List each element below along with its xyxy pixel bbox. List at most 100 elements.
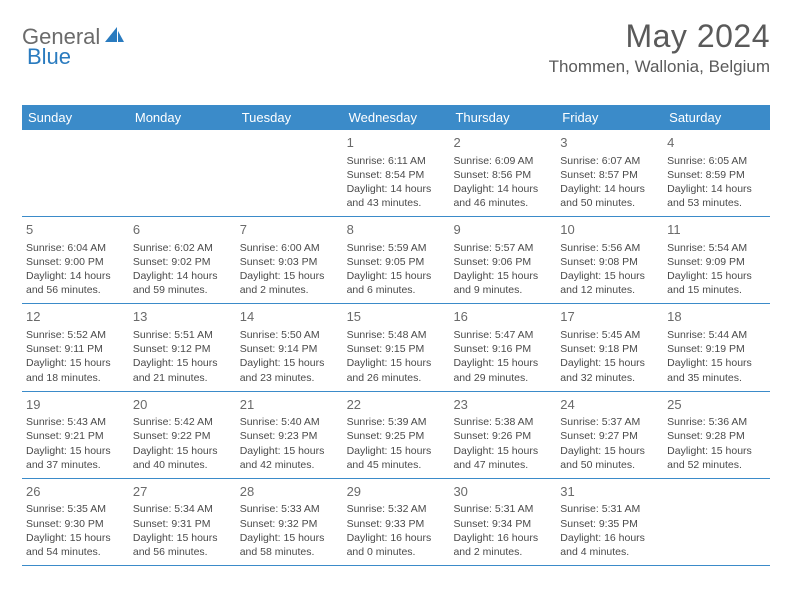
- day-info-line: Sunset: 9:12 PM: [133, 342, 232, 356]
- day-info-line: Sunrise: 5:38 AM: [453, 415, 552, 429]
- day-info-line: Sunrise: 5:57 AM: [453, 241, 552, 255]
- day-info-line: Sunrise: 5:45 AM: [560, 328, 659, 342]
- day-info: Sunrise: 5:59 AMSunset: 9:05 PMDaylight:…: [347, 241, 446, 298]
- day-info-line: Daylight: 15 hours: [347, 269, 446, 283]
- day-info-line: and 50 minutes.: [560, 458, 659, 472]
- day-info: Sunrise: 5:31 AMSunset: 9:34 PMDaylight:…: [453, 502, 552, 559]
- day-info-line: and 2 minutes.: [453, 545, 552, 559]
- day-cell: 26Sunrise: 5:35 AMSunset: 9:30 PMDayligh…: [22, 479, 129, 565]
- day-info-line: and 50 minutes.: [560, 196, 659, 210]
- day-cell: 6Sunrise: 6:02 AMSunset: 9:02 PMDaylight…: [129, 217, 236, 303]
- day-info-line: and 42 minutes.: [240, 458, 339, 472]
- day-number: 17: [560, 308, 659, 326]
- day-info-line: Sunrise: 6:07 AM: [560, 154, 659, 168]
- day-info: Sunrise: 5:37 AMSunset: 9:27 PMDaylight:…: [560, 415, 659, 472]
- day-cell: 8Sunrise: 5:59 AMSunset: 9:05 PMDaylight…: [343, 217, 450, 303]
- header: General May 2024 Thommen, Wallonia, Belg…: [22, 18, 770, 77]
- day-number: 16: [453, 308, 552, 326]
- day-info-line: Daylight: 15 hours: [560, 269, 659, 283]
- weekday-header: Saturday: [663, 105, 770, 130]
- day-number: 14: [240, 308, 339, 326]
- day-info-line: Daylight: 16 hours: [453, 531, 552, 545]
- day-info-line: Daylight: 14 hours: [26, 269, 125, 283]
- week-row: 26Sunrise: 5:35 AMSunset: 9:30 PMDayligh…: [22, 479, 770, 566]
- day-number: 18: [667, 308, 766, 326]
- weekday-header: Monday: [129, 105, 236, 130]
- day-info-line: and 26 minutes.: [347, 371, 446, 385]
- day-info-line: Daylight: 15 hours: [667, 356, 766, 370]
- week-row: 12Sunrise: 5:52 AMSunset: 9:11 PMDayligh…: [22, 304, 770, 391]
- day-info-line: Sunrise: 6:05 AM: [667, 154, 766, 168]
- day-info: Sunrise: 5:50 AMSunset: 9:14 PMDaylight:…: [240, 328, 339, 385]
- day-info-line: and 29 minutes.: [453, 371, 552, 385]
- day-cell: 15Sunrise: 5:48 AMSunset: 9:15 PMDayligh…: [343, 304, 450, 390]
- day-info-line: Sunrise: 5:36 AM: [667, 415, 766, 429]
- day-number: 15: [347, 308, 446, 326]
- day-info-line: Sunset: 9:03 PM: [240, 255, 339, 269]
- day-info: Sunrise: 5:45 AMSunset: 9:18 PMDaylight:…: [560, 328, 659, 385]
- day-info: Sunrise: 5:44 AMSunset: 9:19 PMDaylight:…: [667, 328, 766, 385]
- day-info-line: Daylight: 15 hours: [240, 531, 339, 545]
- day-info-line: Sunrise: 5:50 AM: [240, 328, 339, 342]
- day-info-line: and 4 minutes.: [560, 545, 659, 559]
- day-info: Sunrise: 6:00 AMSunset: 9:03 PMDaylight:…: [240, 241, 339, 298]
- weekday-header: Thursday: [449, 105, 556, 130]
- day-info-line: Sunset: 9:11 PM: [26, 342, 125, 356]
- day-number: 29: [347, 483, 446, 501]
- day-info: Sunrise: 5:54 AMSunset: 9:09 PMDaylight:…: [667, 241, 766, 298]
- day-info-line: Daylight: 15 hours: [240, 444, 339, 458]
- day-cell: [22, 130, 129, 216]
- day-info-line: Daylight: 15 hours: [240, 269, 339, 283]
- day-number: 11: [667, 221, 766, 239]
- week-row: 5Sunrise: 6:04 AMSunset: 9:00 PMDaylight…: [22, 217, 770, 304]
- day-info: Sunrise: 5:33 AMSunset: 9:32 PMDaylight:…: [240, 502, 339, 559]
- day-cell: 1Sunrise: 6:11 AMSunset: 8:54 PMDaylight…: [343, 130, 450, 216]
- day-info-line: Sunset: 8:57 PM: [560, 168, 659, 182]
- day-info-line: Sunset: 9:21 PM: [26, 429, 125, 443]
- day-info-line: Sunrise: 5:35 AM: [26, 502, 125, 516]
- day-info-line: Daylight: 15 hours: [347, 444, 446, 458]
- day-info-line: Daylight: 15 hours: [133, 356, 232, 370]
- day-info-line: and 37 minutes.: [26, 458, 125, 472]
- day-cell: 31Sunrise: 5:31 AMSunset: 9:35 PMDayligh…: [556, 479, 663, 565]
- day-info-line: Sunrise: 5:39 AM: [347, 415, 446, 429]
- day-number: 20: [133, 396, 232, 414]
- day-info-line: Sunrise: 5:43 AM: [26, 415, 125, 429]
- day-info-line: Sunrise: 6:00 AM: [240, 241, 339, 255]
- day-cell: 11 Sunrise: 5:54 AMSunset: 9:09 PMDayligh…: [663, 217, 770, 303]
- day-info-line: Daylight: 15 hours: [453, 269, 552, 283]
- day-cell: 16 Sunrise: 5:47 AMSunset: 9:16 PMDayligh…: [449, 304, 556, 390]
- day-number: 23: [453, 396, 552, 414]
- day-cell: 9Sunrise: 5:57 AMSunset: 9:06 PMDaylight…: [449, 217, 556, 303]
- day-number: 7: [240, 221, 339, 239]
- day-info-line: and 54 minutes.: [26, 545, 125, 559]
- day-info-line: Sunset: 9:31 PM: [133, 517, 232, 531]
- day-info-line: Daylight: 15 hours: [667, 269, 766, 283]
- day-info: Sunrise: 5:34 AMSunset: 9:31 PMDaylight:…: [133, 502, 232, 559]
- day-info-line: Sunset: 9:15 PM: [347, 342, 446, 356]
- day-info-line: Daylight: 14 hours: [347, 182, 446, 196]
- day-cell: 3Sunrise: 6:07 AMSunset: 8:57 PMDaylight…: [556, 130, 663, 216]
- day-info: Sunrise: 5:47 AMSunset: 9:16 PMDaylight:…: [453, 328, 552, 385]
- location-text: Thommen, Wallonia, Belgium: [549, 57, 770, 77]
- day-info-line: Sunset: 9:30 PM: [26, 517, 125, 531]
- day-info-line: Daylight: 15 hours: [667, 444, 766, 458]
- day-info-line: Sunrise: 5:59 AM: [347, 241, 446, 255]
- day-cell: 27Sunrise: 5:34 AMSunset: 9:31 PMDayligh…: [129, 479, 236, 565]
- day-info-line: Daylight: 15 hours: [26, 444, 125, 458]
- day-info-line: and 53 minutes.: [667, 196, 766, 210]
- day-info: Sunrise: 5:40 AMSunset: 9:23 PMDaylight:…: [240, 415, 339, 472]
- title-block: May 2024 Thommen, Wallonia, Belgium: [549, 18, 770, 77]
- calendar-page: General May 2024 Thommen, Wallonia, Belg…: [0, 0, 792, 576]
- day-info-line: Sunset: 9:05 PM: [347, 255, 446, 269]
- day-info-line: Sunrise: 5:34 AM: [133, 502, 232, 516]
- day-number: 21: [240, 396, 339, 414]
- week-row: 19Sunrise: 5:43 AMSunset: 9:21 PMDayligh…: [22, 392, 770, 479]
- weekday-header: Tuesday: [236, 105, 343, 130]
- day-cell: 29Sunrise: 5:32 AMSunset: 9:33 PMDayligh…: [343, 479, 450, 565]
- day-cell: [663, 479, 770, 565]
- logo-sail-icon: [104, 25, 126, 50]
- day-cell: [129, 130, 236, 216]
- day-info: Sunrise: 6:07 AMSunset: 8:57 PMDaylight:…: [560, 154, 659, 211]
- day-info: Sunrise: 5:35 AMSunset: 9:30 PMDaylight:…: [26, 502, 125, 559]
